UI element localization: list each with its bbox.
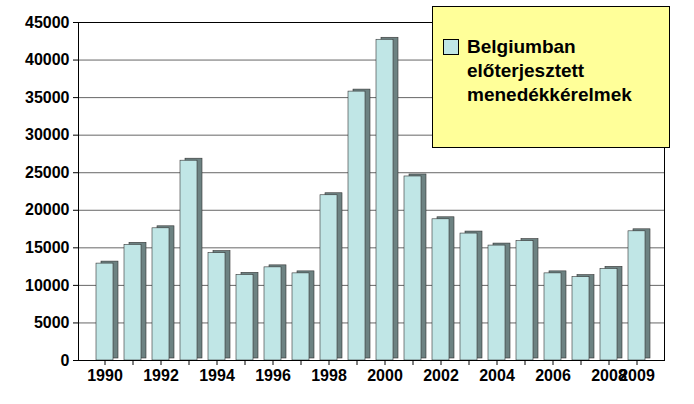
svg-text:2006: 2006 <box>535 367 571 384</box>
svg-text:2004: 2004 <box>479 367 515 384</box>
svg-text:1998: 1998 <box>311 367 347 384</box>
svg-text:2009: 2009 <box>619 367 655 384</box>
html-text:Belgiumban előterjesztett mene: Belgiumban előterjesztett menedékkérelme… <box>467 36 632 105</box>
svg-text:2008: 2008 <box>591 366 627 384</box>
svg-text:1990: 1990 <box>87 367 123 384</box>
svg-text:45000: 45000 <box>25 14 70 31</box>
svg-text:20000: 20000 <box>25 201 70 218</box>
svg-text:35000: 35000 <box>25 89 70 106</box>
svg-text:40000: 40000 <box>25 51 70 68</box>
svg-text:2000: 2000 <box>367 367 403 384</box>
svg-text:1994: 1994 <box>199 367 235 384</box>
svg-text:2002: 2002 <box>423 367 459 384</box>
svg-text:30000: 30000 <box>25 126 70 143</box>
svg-text:5000: 5000 <box>34 314 70 331</box>
svg-text:1992: 1992 <box>143 367 179 384</box>
svg-text:15000: 15000 <box>25 239 70 256</box>
svg-text:10000: 10000 <box>25 277 70 294</box>
svg-text:0: 0 <box>61 352 70 369</box>
svg-text:25000: 25000 <box>25 164 70 181</box>
svg-text:1996: 1996 <box>255 367 291 384</box>
